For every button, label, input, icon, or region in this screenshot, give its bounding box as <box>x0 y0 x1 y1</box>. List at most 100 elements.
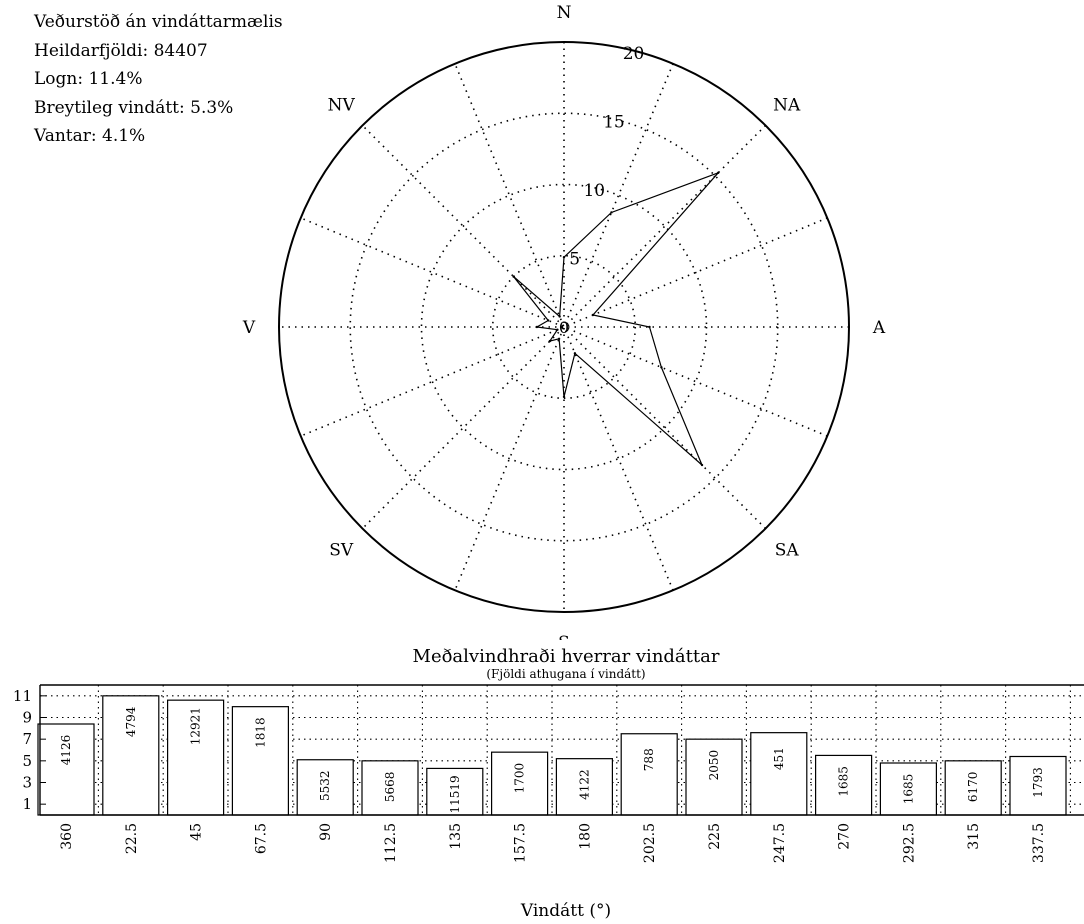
wind-frequency-point <box>547 319 550 322</box>
bar-count-label: 12921 <box>189 707 203 745</box>
bar-count-label: 451 <box>772 747 786 770</box>
x-tick-label: 90 <box>318 823 334 841</box>
x-tick-label: 292.5 <box>901 823 917 863</box>
bar-count-label: 11519 <box>448 775 462 813</box>
wind-frequency-point <box>716 171 720 175</box>
wind-rose-chart: 5 10 15 20 0 N NA A SA S SV V NV <box>242 3 886 640</box>
outer-ring <box>278 41 850 613</box>
bar <box>491 751 549 816</box>
compass-label-nv: NV <box>328 95 356 115</box>
compass-label-n: N <box>557 3 572 23</box>
spoke-gridline <box>454 63 674 591</box>
station-name: Veðurstöð án vindáttarmælis <box>34 12 283 32</box>
wind-frequency-point <box>660 366 663 369</box>
bar-chart-title: Meðalvindhraði hverrar vindáttar <box>413 646 720 667</box>
compass-label-sv: SV <box>329 541 354 561</box>
compass-label-a: A <box>872 318 886 338</box>
compass-label-s: S <box>558 633 570 640</box>
bar <box>879 762 938 816</box>
bar-count-label: 5668 <box>383 772 397 803</box>
x-tick-label: 202.5 <box>642 823 658 863</box>
bar-count-label: 6170 <box>966 772 980 803</box>
radial-tick-label: 10 <box>583 181 605 201</box>
bar <box>555 758 614 816</box>
x-tick-label: 337.5 <box>1031 823 1047 863</box>
y-tick-label: 11 <box>13 687 32 705</box>
bar <box>620 733 678 816</box>
spoke-gridline <box>300 217 828 437</box>
wind-frequency-point <box>610 211 613 214</box>
bar-count-label: 788 <box>642 748 656 771</box>
x-tick-label: 225 <box>707 823 723 850</box>
bar-count-label: 1685 <box>901 774 915 805</box>
compass-label-na: NA <box>773 95 801 115</box>
bar <box>944 760 1002 816</box>
bar-count-label: 5532 <box>318 770 332 801</box>
spoke-gridline <box>300 217 828 437</box>
x-axis-label: Vindátt (°) <box>520 901 611 921</box>
bar-count-label: 4122 <box>577 769 591 800</box>
wind-frequency-point <box>591 313 595 317</box>
bar-chart-subtitle: (Fjöldi athugana í vindátt) <box>486 667 645 681</box>
radial-tick-label: 20 <box>623 44 645 64</box>
bar <box>102 695 160 816</box>
radial-gridline <box>349 112 779 542</box>
wind-frequency-point <box>648 325 651 329</box>
x-tick-label: 135 <box>448 823 464 850</box>
bar <box>37 723 95 816</box>
bar-count-label: 4794 <box>124 706 138 737</box>
spoke-gridline <box>361 124 767 530</box>
wind-frequency-point <box>558 315 561 318</box>
y-tick-label: 7 <box>22 730 32 748</box>
missing-percentage: Vantar: 4.1% <box>34 126 146 146</box>
mean-wind-speed-bar-chart: Meðalvindhraði hverrar vindáttar(Fjöldi … <box>13 646 1084 921</box>
wind-frequency-point <box>562 255 566 259</box>
bar <box>1009 755 1067 816</box>
radial-tick-label: 5 <box>569 250 580 270</box>
wind-frequency-point <box>557 337 561 341</box>
y-tick-label: 1 <box>22 795 32 813</box>
bar-count-label: 1818 <box>253 717 267 748</box>
wind-frequency-point <box>573 352 577 355</box>
x-tick-label: 45 <box>189 823 205 841</box>
x-tick-label: 22.5 <box>124 823 140 854</box>
radial-gridline <box>491 254 637 400</box>
x-tick-label: 247.5 <box>772 823 788 863</box>
compass-label-v: V <box>242 318 256 338</box>
bar-count-label: 4126 <box>59 735 73 766</box>
bar-count-label: 2050 <box>707 750 721 781</box>
x-tick-label: 67.5 <box>253 823 269 854</box>
bar <box>750 732 808 816</box>
bar <box>685 738 743 816</box>
y-tick-label: 9 <box>22 709 32 727</box>
wind-frequency-point <box>556 328 559 331</box>
bar <box>167 699 225 816</box>
station-info: Veðurstöð án vindáttarmælis Heildarfjöld… <box>34 8 283 151</box>
center-label: 0 <box>559 318 569 337</box>
variable-wind-percentage: Breytileg vindátt: 5.3% <box>34 97 234 118</box>
radial-gridline <box>420 183 708 471</box>
wind-frequency-point <box>562 395 566 399</box>
x-tick-label: 315 <box>966 823 982 850</box>
wind-frequency-point <box>535 325 539 329</box>
bar-count-label: 1793 <box>1031 767 1045 798</box>
calm-percentage: Logn: 11.4% <box>34 69 143 89</box>
bar-count-label: 1685 <box>837 766 851 797</box>
bar <box>231 706 289 816</box>
x-tick-label: 112.5 <box>383 823 399 863</box>
wind-frequency-point <box>512 275 515 278</box>
y-tick-label: 3 <box>22 774 32 792</box>
compass-label-sa: SA <box>775 541 800 561</box>
bar <box>361 760 419 816</box>
x-tick-label: 270 <box>837 823 853 850</box>
y-tick-label: 5 <box>22 752 32 770</box>
wind-frequency-point <box>700 463 704 467</box>
bar-count-label: 1700 <box>513 763 527 794</box>
x-tick-label: 360 <box>59 823 75 850</box>
x-tick-label: 180 <box>577 823 593 850</box>
x-tick-label: 157.5 <box>513 823 529 863</box>
spoke-gridline <box>454 63 674 591</box>
spoke-gridline <box>361 124 767 530</box>
wind-frequency-point <box>548 339 552 343</box>
bar <box>296 759 354 816</box>
